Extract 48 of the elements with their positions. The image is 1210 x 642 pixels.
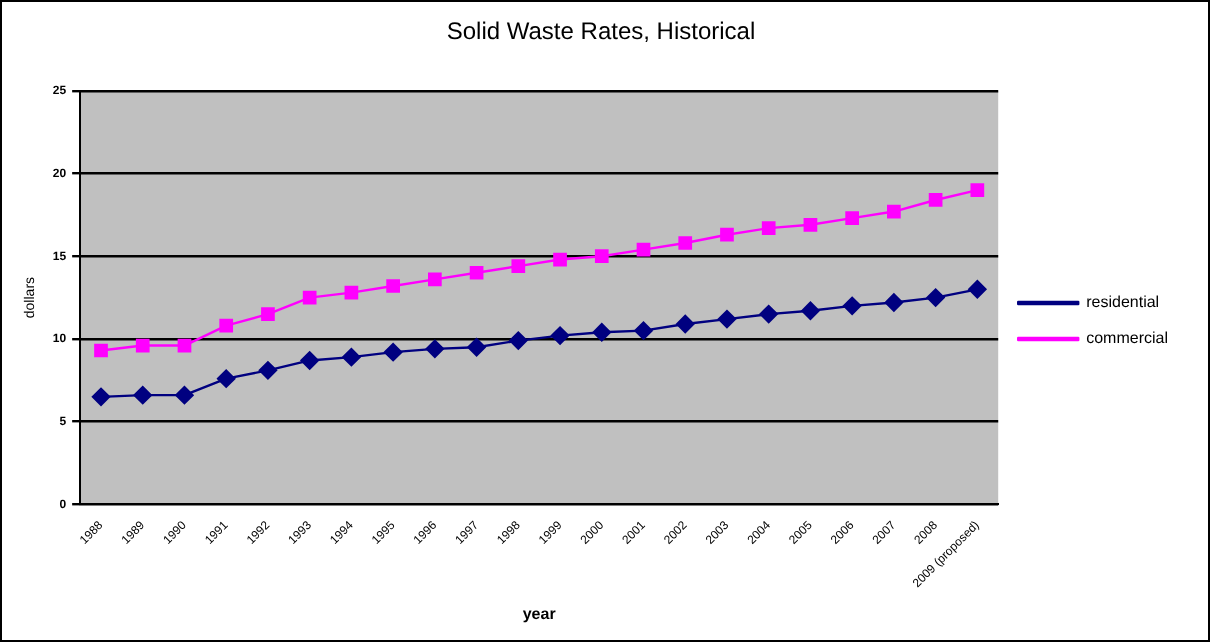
point <box>803 217 818 232</box>
point <box>469 265 484 280</box>
point <box>344 285 359 300</box>
point <box>720 227 734 242</box>
point <box>678 236 693 250</box>
legend-label: commercial <box>1086 329 1169 348</box>
point <box>94 343 108 358</box>
point <box>884 293 904 312</box>
point <box>636 242 651 257</box>
x-axis-title: year <box>522 604 556 623</box>
legend-label: residential <box>1086 293 1160 312</box>
point <box>261 307 275 321</box>
point <box>717 309 737 329</box>
point <box>887 204 901 219</box>
point <box>592 323 611 342</box>
point <box>801 301 820 321</box>
point <box>845 211 860 226</box>
point <box>511 259 526 273</box>
chart-title: Solid Waste Rates, Historical <box>446 17 756 46</box>
point <box>970 183 985 197</box>
point <box>386 279 400 293</box>
point <box>135 338 150 353</box>
point <box>300 351 319 370</box>
point <box>676 314 695 334</box>
point <box>177 338 192 353</box>
point <box>342 347 361 367</box>
point <box>428 272 442 287</box>
point <box>91 387 111 407</box>
point <box>425 339 445 359</box>
point <box>928 193 943 207</box>
point <box>759 304 778 324</box>
point <box>842 296 862 316</box>
point <box>968 280 987 299</box>
point <box>217 369 236 388</box>
point <box>383 342 403 362</box>
point <box>509 331 528 350</box>
point <box>926 288 945 307</box>
point <box>175 385 194 405</box>
point <box>467 338 486 357</box>
point <box>594 249 609 264</box>
point <box>634 321 653 340</box>
point <box>550 326 570 345</box>
point <box>302 290 317 305</box>
point <box>258 361 278 380</box>
point <box>553 252 567 267</box>
point <box>761 221 776 235</box>
point <box>133 385 152 405</box>
point <box>219 318 234 333</box>
